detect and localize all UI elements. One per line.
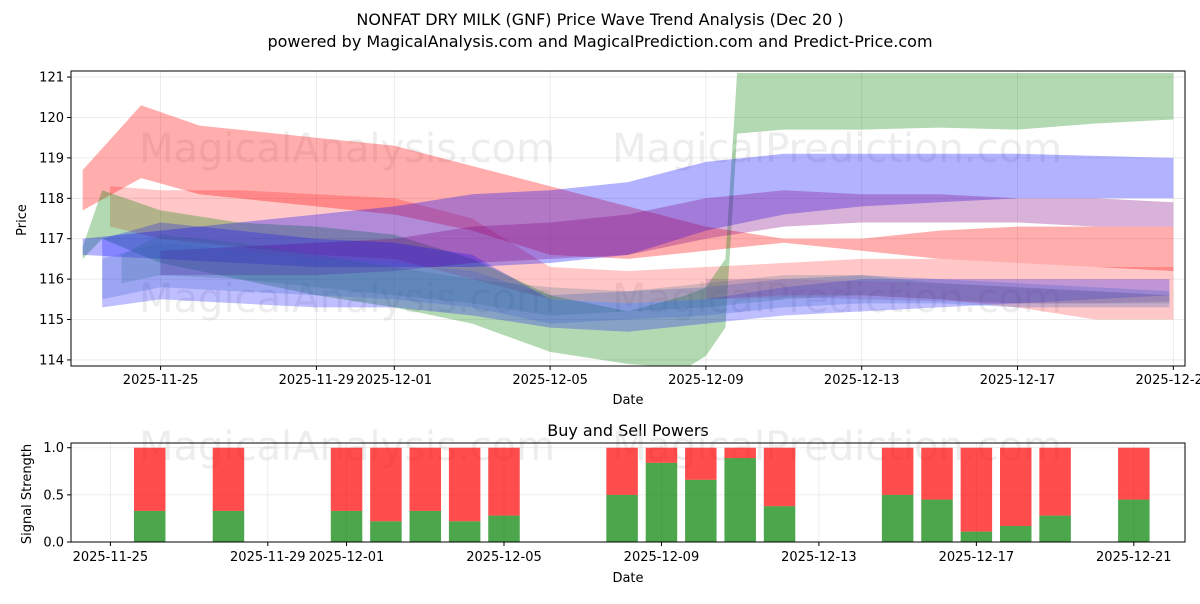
sell-power-bar (1039, 447, 1071, 516)
price-y-tick-label: 118 (39, 192, 64, 207)
price-wave-panel: MagicalAnalysis.com MagicalPrediction.co… (15, 70, 1200, 408)
price-x-label: Date (612, 393, 643, 408)
buy-power-bar (370, 521, 402, 542)
watermark-text-4: MagicalPrediction.com (612, 276, 1062, 322)
price-y-tick-label: 114 (39, 353, 64, 368)
buy-power-bar (133, 510, 166, 542)
price-wave-band-3 (82, 73, 1174, 366)
price-y-tick-label: 117 (39, 232, 64, 247)
price-x-tick-label: 2025-12-13 (824, 373, 900, 388)
sell-power-bar (409, 447, 442, 511)
price-wave-band-4 (82, 153, 1174, 267)
price-x-tick-label: 2025-12-17 (980, 373, 1056, 388)
sell-power-bar (330, 447, 363, 511)
sell-power-bar (724, 447, 756, 459)
price-wave-band-6 (102, 222, 1170, 332)
power-x-tick-label: 2025-12-09 (624, 550, 700, 565)
power-x-tick-label: 2025-11-25 (73, 550, 149, 565)
price-frame (70, 70, 1186, 367)
price-watermark: MagicalAnalysis.com MagicalPrediction.co… (139, 126, 1062, 322)
price-wave-band-5 (160, 190, 1174, 276)
buy-power-bar (763, 506, 796, 542)
power-x-tick-label: 2025-12-05 (466, 550, 542, 565)
power-frame (70, 442, 1186, 543)
sell-power-bar (370, 447, 402, 522)
buy-power-bar (488, 515, 520, 542)
buy-power-bar (960, 531, 993, 542)
price-x-tick-label: 2025-11-29 (279, 373, 355, 388)
power-x-tick-label: 2025-12-21 (1096, 550, 1172, 565)
price-y-tick-label: 119 (39, 151, 64, 166)
watermark-text-6: MagicalPrediction.com (612, 424, 1062, 470)
sell-power-bar (645, 447, 678, 463)
power-y-label: Signal Strength (20, 444, 35, 544)
power-x-tick-label: 2025-12-17 (939, 550, 1015, 565)
price-y-label: Price (15, 204, 30, 236)
price-wave-band-9 (705, 279, 1170, 304)
power-title: Buy and Sell Powers (547, 421, 709, 440)
price-y-tick-label: 116 (39, 273, 64, 288)
price-y-tick-label: 121 (39, 71, 64, 86)
price-y-tick-label: 120 (39, 111, 64, 126)
power-axes: 2025-11-25 2025-11-29 2025-12-01 2025-12-05… (43, 441, 1186, 565)
sell-power-bar (960, 447, 993, 532)
price-x-tick-label: 2025-12-21 (1136, 373, 1200, 388)
buy-power-bar (881, 494, 914, 542)
sell-power-bar (606, 447, 638, 495)
price-x-tick-label: 2025-12-05 (512, 373, 588, 388)
sell-power-bar (763, 447, 796, 507)
buy-power-bar (409, 510, 442, 542)
buy-power-bar (1039, 515, 1071, 542)
watermark-text-3: MagicalAnalysis.com (139, 276, 555, 322)
sell-power-bar (133, 447, 166, 511)
buy-power-bar (999, 525, 1032, 542)
price-wave-band-7 (102, 242, 1170, 324)
sell-power-bar (881, 447, 914, 495)
buy-power-bar (685, 479, 717, 542)
watermark-text-2: MagicalPrediction.com (612, 126, 1062, 172)
buy-power-bar (606, 494, 638, 542)
price-wave-band-8 (121, 234, 1170, 316)
price-wave-band-2 (110, 186, 1174, 320)
buy-power-bar (921, 499, 953, 542)
sell-power-bar (212, 447, 245, 511)
price-grid (71, 71, 1185, 366)
power-bars (133, 447, 1150, 542)
buy-power-bar (1118, 499, 1150, 542)
price-x-tick-label: 2025-12-01 (357, 373, 433, 388)
watermark-text-1: MagicalAnalysis.com (139, 126, 555, 172)
buy-sell-panel: Buy and Sell Powers MagicalAnalysis.com … (20, 421, 1186, 586)
sell-power-bar (1118, 447, 1150, 500)
power-x-tick-label: 2025-12-01 (309, 550, 385, 565)
sell-power-bar (999, 447, 1032, 526)
power-x-label: Date (612, 571, 643, 586)
buy-power-bar (645, 462, 678, 542)
buy-power-bar (724, 458, 756, 542)
price-wave-band-1 (82, 105, 1174, 271)
price-x-tick-label: 2025-12-09 (668, 373, 744, 388)
price-y-tick-label: 115 (39, 313, 64, 328)
price-axes: 2025-11-25 2025-11-29 2025-12-01 2025-12-05… (39, 70, 1200, 388)
sell-power-bar (685, 447, 717, 480)
buy-power-bar (330, 510, 363, 542)
sell-power-bar (488, 447, 520, 516)
power-y-tick-label: 0.5 (43, 488, 64, 503)
chart-title: NONFAT DRY MILK (GNF) Price Wave Trend A… (356, 10, 843, 29)
chart-subtitle: powered by MagicalAnalysis.com and Magic… (267, 32, 932, 51)
price-bands (82, 73, 1174, 366)
power-x-tick-label: 2025-11-29 (230, 550, 306, 565)
power-x-tick-label: 2025-12-13 (781, 550, 857, 565)
sell-power-bar (921, 447, 953, 500)
power-y-tick-label: 0.0 (43, 536, 64, 551)
buy-power-bar (212, 510, 245, 542)
sell-power-bar (448, 447, 481, 522)
buy-power-bar (448, 521, 481, 542)
price-x-tick-label: 2025-11-25 (123, 373, 199, 388)
power-y-tick-label: 1.0 (43, 441, 64, 456)
